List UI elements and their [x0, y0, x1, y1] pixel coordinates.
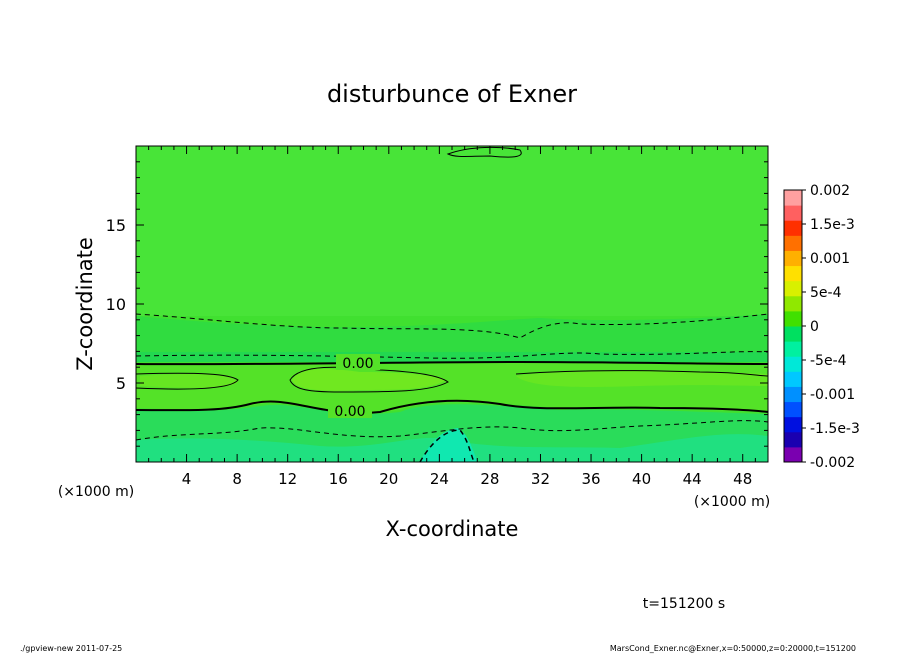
x-axis-unit: (×1000 m) [694, 494, 770, 510]
plot-area: 0.00 0.00 [135, 145, 769, 463]
contour-top [446, 146, 522, 158]
contour-neg-top [135, 313, 769, 339]
contour-pos-3 [515, 370, 769, 377]
positive-core-3 [516, 370, 768, 387]
upper-field [136, 146, 768, 316]
colorbar-swatch [784, 386, 802, 403]
colorbar: 0.002 1.5e-3 0.001 5e-4 0 -5e-4 -0.001 -1.5e-3 -… [783, 183, 860, 471]
colorbar-swatch [784, 250, 802, 267]
contour-label-lower: 0.00 [334, 404, 365, 420]
colorbar-label: -1.5e-3 [810, 421, 860, 437]
contour-zero-lower [135, 399, 769, 414]
colorbar-swatch [784, 310, 802, 327]
y-tick-label: 10 [106, 295, 126, 314]
positive-core-2 [292, 369, 446, 391]
colorbar-label: -0.002 [810, 455, 855, 471]
colorbar-swatch [784, 446, 802, 463]
y-tick-label: 5 [116, 374, 126, 393]
colorbar-label: 5e-4 [810, 285, 842, 301]
colorbar-swatch [784, 341, 802, 357]
colorbar-swatch [784, 265, 802, 282]
colorbar-label: -0.001 [810, 387, 855, 403]
colorbar-swatch [784, 401, 802, 418]
time-label: t=151200 s [643, 596, 725, 612]
colorbar-swatch [784, 190, 802, 206]
contour-neg-upper [135, 351, 769, 359]
x-tick-label: 28 [480, 470, 499, 488]
colorbar-swatch [784, 220, 802, 236]
x-tick-label: 4 [182, 470, 192, 488]
colorbar-swatch [784, 280, 802, 297]
contour-pos-1 [135, 372, 239, 390]
colorbar-swatch [784, 326, 802, 342]
x-tick-label: 20 [379, 470, 398, 488]
contour-label-upper: 0.00 [342, 356, 373, 372]
colorbar-swatch [784, 431, 802, 448]
x-tick-label: 24 [430, 470, 449, 488]
x-tick-label: 48 [733, 470, 752, 488]
contour-label-bg-1 [336, 354, 380, 370]
contour-label-bg-2 [328, 402, 372, 418]
colorbar-swatch [784, 295, 802, 312]
footer-left: ./gpview-new 2011-07-25 [20, 644, 122, 653]
colorbar-label: 0 [810, 319, 819, 335]
contour-zero-upper [135, 360, 769, 366]
colorbar-swatch [784, 235, 802, 251]
x-tick-label: 32 [531, 470, 550, 488]
x-tick-label: 40 [632, 470, 651, 488]
y-axis-label: Z-coordinate [73, 237, 97, 371]
colorbar-swatch [784, 356, 802, 372]
x-tick-label: 12 [278, 470, 297, 488]
x-axis-ticks: 4 8 12 16 20 24 28 32 36 40 44 48 [148, 146, 756, 488]
positive-core-1 [140, 374, 238, 388]
colorbar-label: 1.5e-3 [810, 217, 855, 233]
x-tick-label: 16 [329, 470, 348, 488]
y-tick-label: 15 [106, 216, 126, 235]
colorbar-label: 0.001 [810, 251, 850, 267]
colorbar-swatch [784, 205, 802, 221]
negative-band-upper [136, 314, 768, 352]
y-axis-ticks: 5 10 15 [106, 161, 768, 447]
negative-min-region [420, 428, 478, 462]
x-tick-label: 8 [232, 470, 242, 488]
colorbar-swatch [784, 416, 802, 433]
x-tick-label: 36 [581, 470, 600, 488]
colorbar-label: 0.002 [810, 183, 850, 199]
chart-title: disturbunce of Exner [327, 80, 577, 108]
y-axis-unit: (×1000 m) [58, 484, 134, 500]
colorbar-swatch [784, 371, 802, 387]
colorbar-label: -5e-4 [810, 353, 847, 369]
x-tick-label: 44 [683, 470, 702, 488]
x-axis-label: X-coordinate [386, 517, 519, 541]
negative-band-mid [136, 352, 768, 362]
footer-right: MarsCond_Exner.nc@Exner,x=0:50000,z=0:20… [610, 644, 856, 653]
contour-neg-lower [135, 420, 769, 441]
